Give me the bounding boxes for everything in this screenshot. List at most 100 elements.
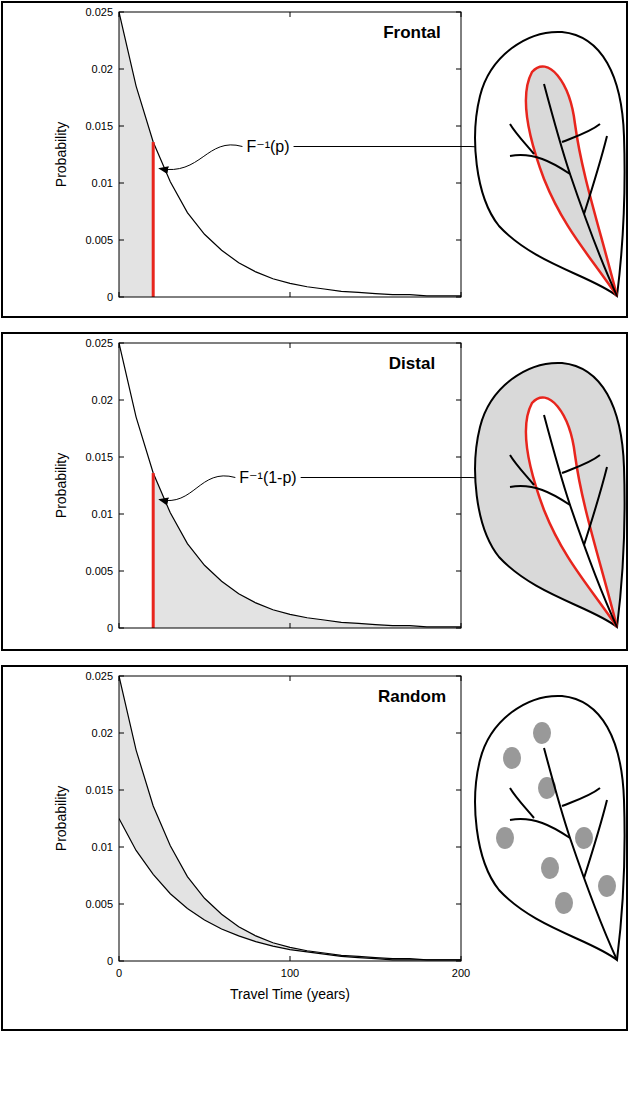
page: {"chart_data": [ {"type": "area", "title…: [0, 0, 629, 1099]
y-tick-label: 0.015: [85, 120, 113, 132]
figure: 0 0.005 0.01 0.015 0.02 0.025 Probability Front…: [0, 0, 629, 1099]
x-tick: [461, 12, 462, 17]
x-tick: [290, 12, 291, 17]
x-tick: [119, 292, 120, 297]
curve: [119, 819, 461, 960]
source-patch: [575, 827, 593, 849]
panel-frame: [2, 333, 627, 650]
channel: [510, 819, 570, 838]
panel-title: Random: [378, 687, 446, 706]
x-tick-label: 100: [281, 967, 299, 979]
channel: [510, 155, 570, 174]
y-tick: [456, 676, 461, 677]
x-tick: [290, 343, 291, 348]
y-tick: [456, 904, 461, 905]
y-tick: [119, 847, 124, 848]
y-tick: [456, 847, 461, 848]
plot-area: [119, 12, 461, 297]
y-tick: [456, 457, 461, 458]
y-tick-label: 0.025: [85, 670, 113, 682]
channel: [510, 788, 534, 818]
x-tick-label: 0: [116, 967, 122, 979]
plot-frame: [119, 12, 461, 297]
source-patch: [598, 875, 616, 897]
y-tick: [119, 961, 124, 962]
arrow: [301, 478, 502, 492]
y-tick-label: 0.02: [92, 394, 113, 406]
y-tick: [456, 628, 461, 629]
channel: [562, 455, 600, 473]
y-tick: [456, 12, 461, 13]
plot-frame: [119, 343, 461, 628]
source-patch: [503, 747, 521, 769]
contributing-region: [526, 66, 617, 296]
plot-frame: [119, 676, 461, 961]
panel-title: Distal: [389, 354, 435, 373]
channel: [562, 788, 600, 806]
source-patch: [533, 722, 551, 744]
source-patch: [496, 827, 514, 849]
x-tick: [461, 343, 462, 348]
channel: [584, 136, 607, 214]
y-tick: [119, 240, 124, 241]
y-tick-label: 0.01: [92, 177, 113, 189]
arrow: [159, 145, 242, 170]
y-tick-label: 0.005: [85, 234, 113, 246]
y-tick-label: 0.025: [85, 337, 113, 349]
y-tick: [119, 790, 124, 791]
arrow: [294, 147, 502, 161]
contributing-region: [526, 397, 617, 627]
y-tick-label: 0.01: [92, 508, 113, 520]
plot-area: [119, 676, 461, 960]
x-tick: [290, 956, 291, 961]
x-tick: [290, 676, 291, 681]
y-tick-label: 0.005: [85, 898, 113, 910]
y-tick: [456, 126, 461, 127]
curve: [119, 676, 461, 960]
y-tick: [456, 961, 461, 962]
watershed-sketch: [475, 32, 624, 296]
x-tick: [119, 343, 120, 348]
x-tick: [461, 292, 462, 297]
y-tick: [119, 628, 124, 629]
x-tick: [119, 12, 120, 17]
channel: [544, 748, 617, 960]
annotation: F⁻¹(1-p): [239, 469, 296, 486]
y-tick: [456, 183, 461, 184]
y-tick-label: 0: [107, 622, 113, 634]
y-tick: [456, 69, 461, 70]
y-tick: [456, 240, 461, 241]
x-tick: [461, 956, 462, 961]
y-axis-title: Probability: [53, 453, 69, 518]
x-tick: [461, 676, 462, 681]
x-tick: [119, 623, 120, 628]
y-tick: [119, 457, 124, 458]
y-tick: [456, 343, 461, 344]
watershed-outline: [475, 696, 624, 960]
panel-frame: [2, 666, 627, 1030]
panel-frame: [2, 2, 627, 317]
shaded-area: [153, 473, 461, 628]
channel: [510, 486, 570, 505]
y-tick: [119, 69, 124, 70]
channel: [584, 800, 607, 878]
y-tick: [456, 733, 461, 734]
y-tick-label: 0.015: [85, 451, 113, 463]
channel: [544, 415, 617, 627]
y-tick-label: 0: [107, 955, 113, 967]
y-tick-label: 0.025: [85, 6, 113, 18]
panel-title: Frontal: [383, 23, 441, 42]
plot-area: [119, 343, 461, 628]
y-tick: [119, 343, 124, 344]
x-tick-label: 200: [452, 967, 470, 979]
x-tick: [119, 956, 120, 961]
y-tick: [119, 904, 124, 905]
y-tick: [119, 514, 124, 515]
y-tick-label: 0: [107, 291, 113, 303]
curve: [119, 343, 461, 627]
y-tick: [119, 183, 124, 184]
y-tick: [119, 126, 124, 127]
y-tick: [119, 297, 124, 298]
x-tick: [290, 623, 291, 628]
curve: [119, 12, 461, 296]
